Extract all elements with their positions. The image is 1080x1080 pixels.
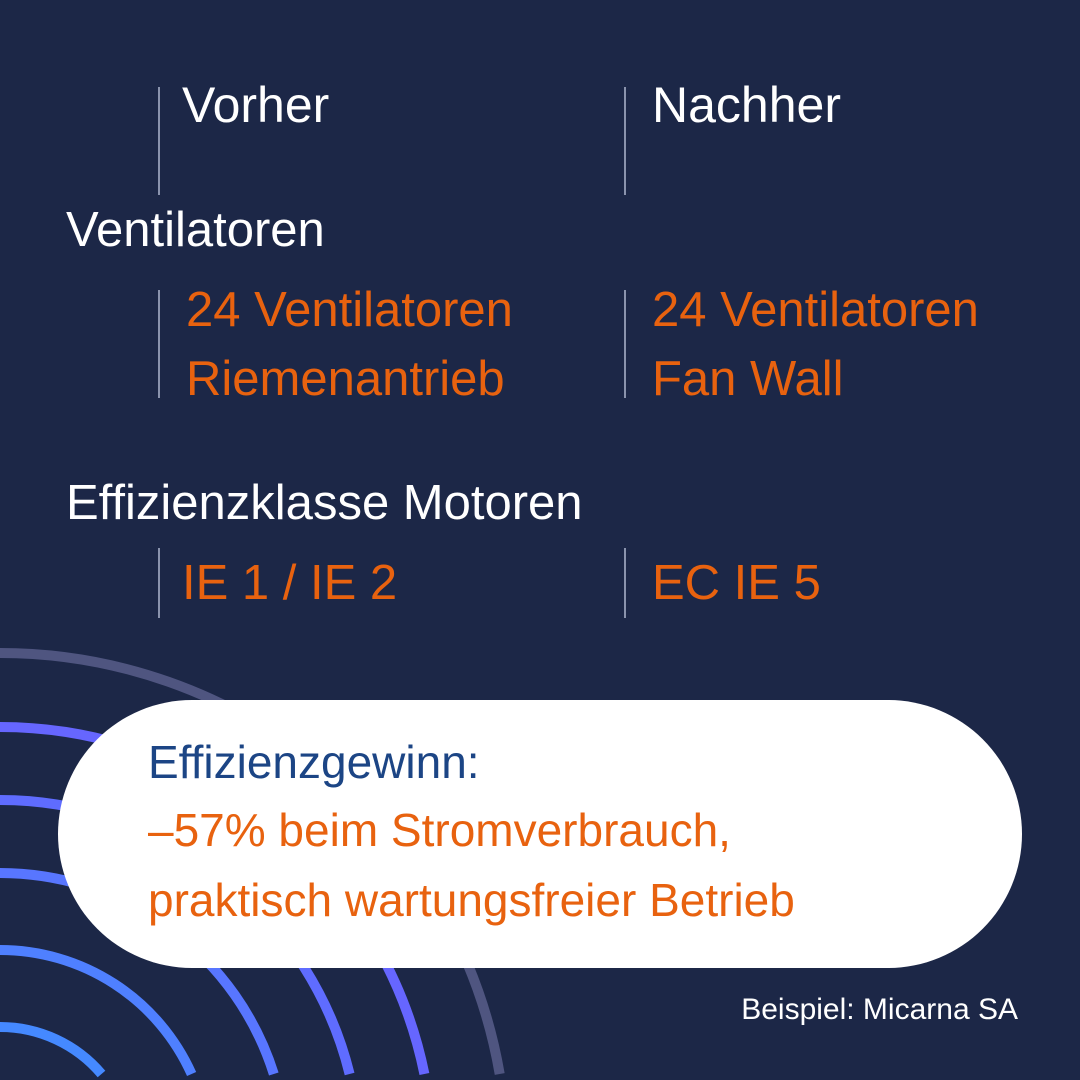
- column-header-before: Vorher: [182, 77, 330, 133]
- fans-before-line-2: Riemenantrieb: [186, 352, 505, 406]
- motors-after: EC IE 5: [652, 556, 821, 610]
- arc: [0, 1022, 106, 1078]
- fans-after-line-2: Fan Wall: [652, 352, 844, 406]
- column-header-after: Nachher: [652, 77, 841, 133]
- divider: [158, 548, 160, 618]
- fans-before-line-1: 24 Ventilatoren: [186, 283, 513, 337]
- result-callout: [58, 700, 1022, 968]
- section-title-fans: Ventilatoren: [66, 203, 325, 257]
- fans-after-line-1: 24 Ventilatoren: [652, 283, 979, 337]
- divider: [624, 87, 626, 195]
- section-title-motors: Effizienzklasse Motoren: [66, 476, 583, 530]
- result-label: Effizienzgewinn:: [148, 736, 480, 788]
- divider: [158, 290, 160, 398]
- result-line-2: praktisch wartungsfreier Betrieb: [148, 874, 795, 926]
- divider: [624, 290, 626, 398]
- motors-before: IE 1 / IE 2: [182, 556, 398, 610]
- arc: [0, 945, 197, 1077]
- divider: [158, 87, 160, 195]
- result-line-1: –57% beim Stromverbrauch,: [148, 804, 731, 856]
- footer-source: Beispiel: Micarna SA: [741, 993, 1018, 1026]
- divider: [624, 548, 626, 618]
